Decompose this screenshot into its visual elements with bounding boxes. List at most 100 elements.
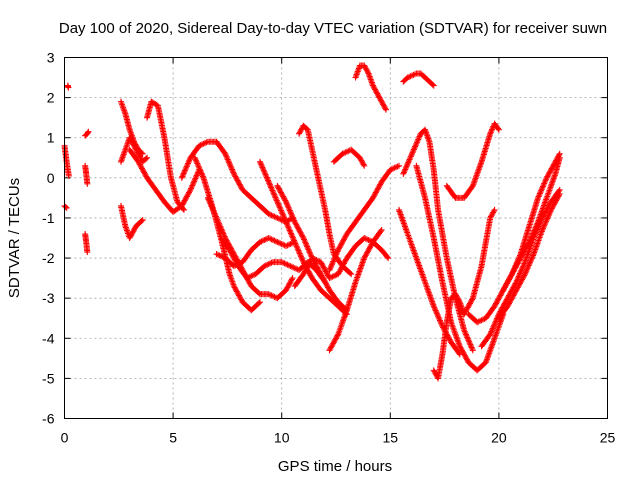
- data-point: [378, 226, 385, 233]
- data-point: [296, 129, 303, 136]
- data-point: [274, 198, 281, 205]
- data-point: [270, 237, 277, 244]
- axis-ticks: 0 5 10 15 20 25 -6 -5 -4 -3 -2 -1 0 1 2 3: [42, 50, 615, 446]
- data-point: [246, 280, 253, 287]
- data-point: [270, 212, 277, 219]
- data-point: [198, 169, 205, 176]
- data-point: [213, 214, 220, 221]
- data-point: [511, 267, 518, 274]
- data-point: [400, 170, 407, 177]
- data-point: [535, 193, 542, 200]
- data-point: [234, 289, 241, 296]
- data-point: [501, 284, 508, 291]
- data-point: [438, 320, 445, 327]
- data-point: [231, 256, 238, 263]
- data-point: [302, 267, 309, 274]
- data-point: [197, 142, 204, 149]
- series-arc04: [82, 128, 92, 139]
- data-point: [324, 271, 331, 278]
- data-point: [140, 168, 147, 175]
- data-point: [497, 292, 504, 299]
- data-point: [363, 251, 370, 258]
- data-point: [284, 201, 291, 208]
- data-point: [407, 73, 414, 80]
- data-point: [136, 161, 143, 168]
- data-point: [183, 163, 190, 170]
- data-point: [193, 173, 200, 180]
- data-point: [466, 340, 473, 347]
- data-point: [317, 269, 324, 276]
- data-point: [299, 257, 306, 264]
- data-point: [274, 214, 281, 221]
- data-point: [507, 273, 514, 280]
- data-point: [272, 238, 279, 245]
- data-point: [339, 150, 346, 157]
- data-point: [519, 251, 526, 258]
- data-point: [287, 263, 294, 270]
- data-point: [196, 164, 203, 171]
- data-point: [186, 188, 193, 195]
- data-point: [508, 296, 515, 303]
- data-point: [333, 333, 340, 340]
- data-point: [520, 249, 527, 256]
- data-point: [410, 147, 417, 154]
- data-point: [278, 190, 285, 197]
- data-point: [463, 307, 470, 314]
- data-point: [317, 259, 324, 266]
- data-point: [130, 228, 137, 235]
- data-point: [464, 304, 471, 311]
- data-point: [533, 223, 540, 230]
- data-point: [537, 189, 544, 196]
- data-point: [237, 295, 244, 302]
- series-arc03: [64, 82, 72, 91]
- data-point: [190, 179, 197, 186]
- data-point: [474, 319, 481, 326]
- data-point: [296, 249, 303, 256]
- data-point: [327, 345, 334, 352]
- data-point: [410, 71, 417, 78]
- data-point: [464, 335, 471, 342]
- data-point: [212, 212, 219, 219]
- y-tick-label: -4: [42, 330, 55, 346]
- plot-frame: [64, 57, 608, 419]
- data-point: [235, 261, 242, 268]
- data-point: [372, 86, 379, 93]
- series-arc21: [326, 226, 385, 354]
- data-point: [232, 173, 239, 180]
- data-point: [216, 220, 223, 227]
- data-point: [304, 263, 311, 270]
- data-point: [219, 227, 226, 234]
- data-point: [306, 247, 313, 254]
- data-point: [340, 150, 347, 157]
- data-point: [364, 67, 371, 74]
- data-point: [495, 126, 502, 133]
- data-point: [179, 201, 186, 208]
- data-point: [555, 192, 562, 199]
- data-point: [439, 323, 446, 330]
- data-point: [313, 257, 320, 264]
- data-point: [266, 181, 273, 188]
- data-point: [243, 275, 250, 282]
- data-point: [318, 272, 325, 279]
- data-point: [192, 175, 199, 182]
- data-point: [463, 355, 470, 362]
- data-point: [321, 265, 328, 272]
- data-point: [276, 204, 283, 211]
- data-point: [542, 177, 549, 184]
- data-point: [430, 82, 437, 89]
- data-point: [237, 182, 244, 189]
- data-point: [496, 293, 503, 300]
- data-point: [338, 240, 345, 247]
- data-point: [277, 188, 284, 195]
- data-point: [524, 241, 531, 248]
- data-point: [407, 153, 414, 160]
- data-point: [306, 259, 313, 266]
- data-point: [131, 142, 138, 149]
- data-point: [214, 251, 221, 258]
- data-point: [65, 172, 72, 179]
- data-point: [339, 239, 346, 246]
- data-point: [446, 336, 453, 343]
- data-point: [314, 257, 321, 264]
- data-point: [552, 198, 559, 205]
- data-point: [490, 324, 497, 331]
